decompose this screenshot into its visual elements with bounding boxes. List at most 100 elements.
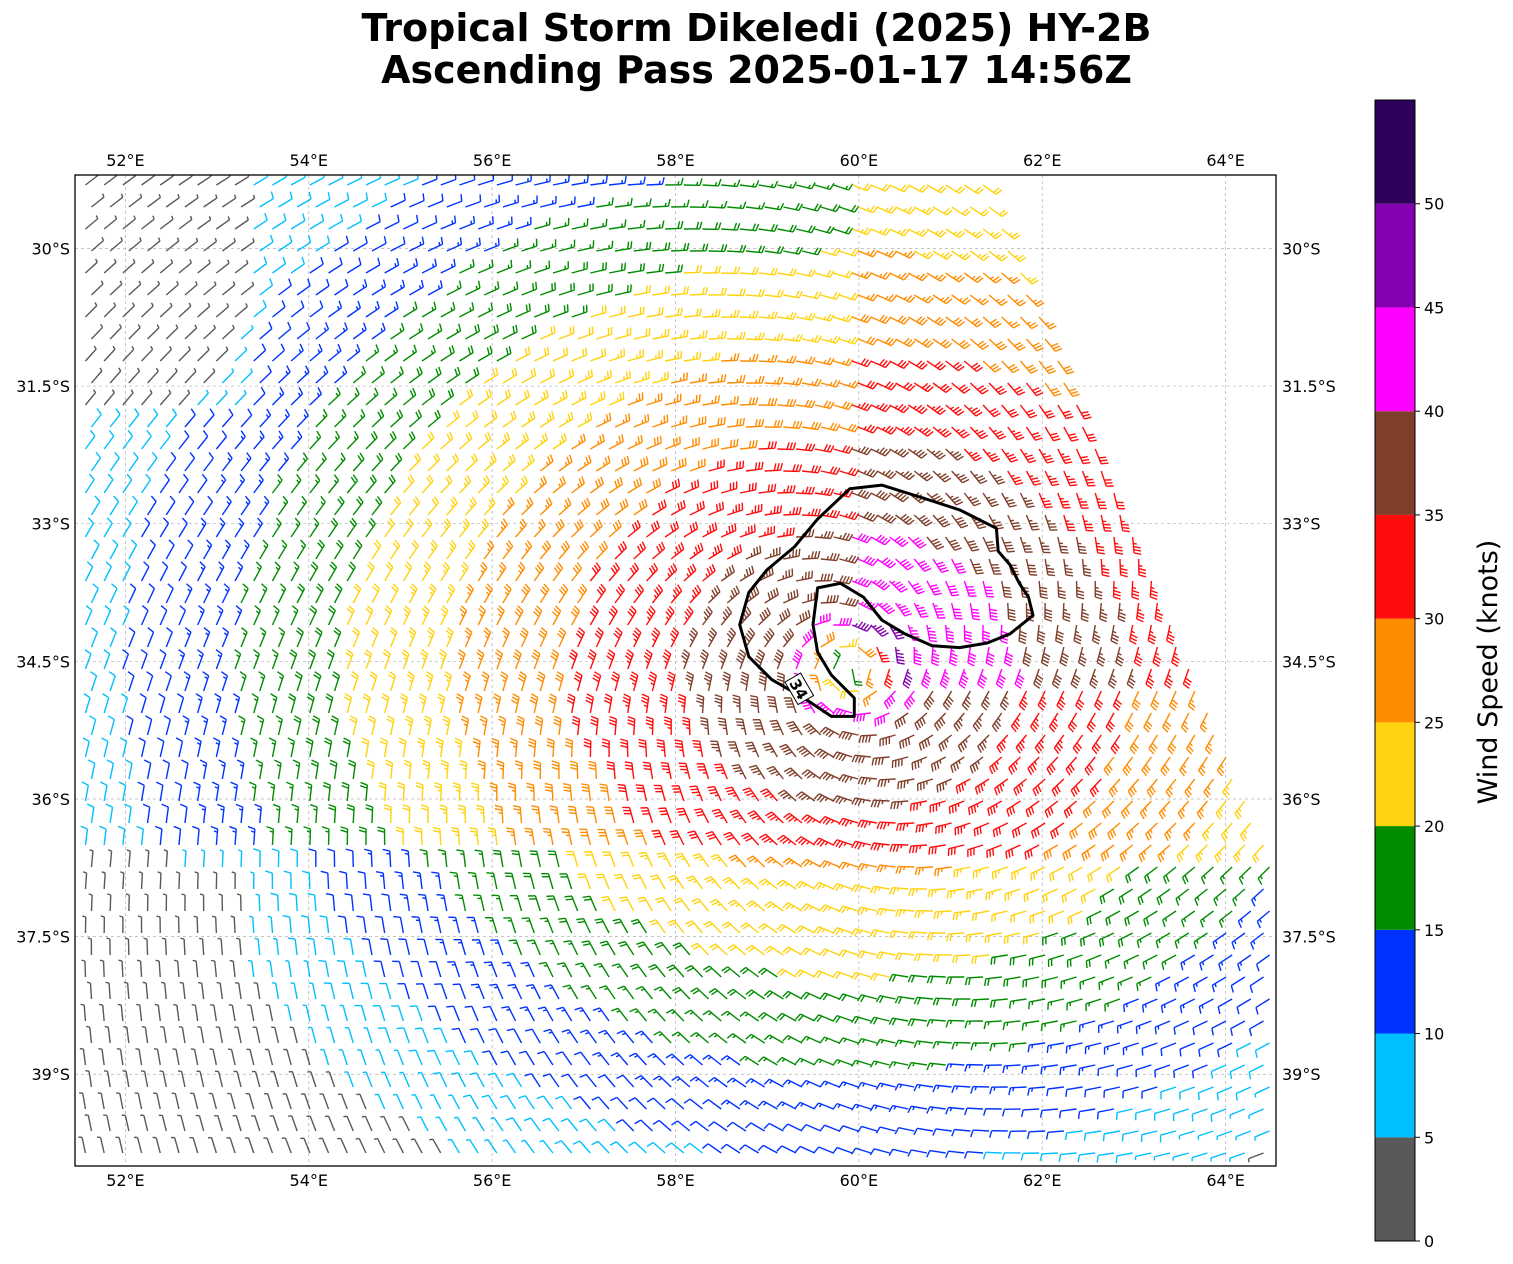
wind-barb: [240, 324, 254, 340]
wind-barb: [380, 938, 392, 956]
wind-barb: [365, 474, 377, 494]
wind-barb: [197, 517, 207, 538]
wind-barb: [1019, 404, 1038, 419]
wind-barb: [764, 587, 779, 604]
wind-barb: [608, 175, 627, 186]
wind-barb: [157, 871, 162, 890]
wind-barb: [197, 605, 205, 626]
wind-barb: [739, 353, 759, 362]
wind-barb: [101, 737, 109, 758]
wind-barb: [926, 1149, 946, 1158]
wind-barb: [141, 302, 154, 318]
wind-barb: [969, 250, 990, 261]
wind-barb: [1126, 822, 1140, 841]
wind-barb: [490, 1116, 504, 1132]
wind-barb: [313, 671, 322, 692]
wind-barb: [459, 431, 473, 450]
wind-barb: [572, 1140, 591, 1154]
wind-barb: [802, 508, 822, 517]
wind-barb: [851, 271, 873, 280]
wind-barb: [665, 307, 683, 318]
wind-barb: [918, 734, 934, 751]
wind-barb: [569, 760, 579, 780]
wind-barb: [1056, 690, 1066, 711]
wind-barb: [777, 398, 797, 408]
wind-barb: [613, 627, 623, 648]
wind-barb: [508, 939, 523, 956]
wind-barb: [951, 558, 967, 574]
wind-barb: [374, 1093, 386, 1110]
wind-barb: [1057, 536, 1069, 554]
wind-barb: [145, 849, 150, 868]
wind-barb: [1085, 954, 1102, 969]
wind-barb: [362, 1071, 373, 1088]
wind-barb: [851, 971, 872, 980]
wind-barb: [154, 1003, 161, 1022]
wind-barb: [913, 250, 934, 260]
wind-barb: [194, 871, 199, 890]
wind-barb: [857, 819, 877, 829]
wind-barb: [1010, 866, 1027, 881]
wind-barb: [118, 959, 124, 978]
wind-barb: [1046, 1086, 1064, 1097]
wind-barb: [1063, 426, 1079, 442]
wind-barb: [366, 759, 375, 780]
wind-barb: [137, 781, 145, 802]
wind-barb: [1107, 668, 1118, 689]
wind-barb: [1167, 734, 1177, 755]
wind-barb: [301, 1048, 311, 1066]
wind-barb: [523, 1117, 541, 1132]
wind-barb: [783, 697, 797, 714]
wind-barb: [1161, 954, 1177, 970]
wind-barb: [783, 377, 803, 386]
wind-barb: [945, 360, 965, 372]
wind-barb: [894, 1039, 915, 1048]
wind-barb: [1006, 800, 1021, 817]
wind-barb: [1093, 690, 1104, 711]
wind-barb: [253, 982, 261, 1000]
wind-barb: [665, 350, 683, 362]
wind-barb: [702, 309, 721, 318]
wind-barb: [109, 324, 122, 340]
wind-barb: [851, 621, 873, 632]
wind-barb: [744, 627, 756, 648]
wind-barb: [1047, 998, 1065, 1010]
wind-barb: [1091, 624, 1101, 645]
wind-barb: [1150, 690, 1160, 711]
wind-barb: [838, 1037, 859, 1045]
wind-barb: [426, 1049, 442, 1066]
wind-barb: [140, 517, 151, 538]
wind-barb: [109, 280, 123, 296]
wind-barb: [994, 778, 1009, 796]
wind-barb: [552, 217, 570, 230]
wind-barb: [615, 1119, 635, 1132]
wind-barb: [1104, 954, 1121, 969]
wind-barb: [533, 389, 549, 406]
wind-barb: [253, 343, 267, 362]
wind-barb: [1131, 536, 1142, 555]
wind-barb: [689, 785, 704, 802]
wind-barb: [411, 1093, 423, 1110]
wind-barb: [1057, 448, 1073, 464]
wind-barb: [814, 573, 834, 582]
wind-barb: [1038, 316, 1057, 330]
wind-barb: [758, 267, 779, 276]
wind-barb: [795, 924, 816, 934]
wind-barb: [309, 517, 320, 538]
wind-barb: [702, 965, 722, 978]
wind-barb: [950, 756, 965, 773]
wind-barb: [339, 870, 348, 890]
wind-barb: [894, 995, 915, 1004]
wind-barb: [1078, 1020, 1096, 1033]
wind-barb: [932, 250, 953, 260]
wind-barb: [1030, 822, 1046, 839]
wind-barb: [337, 915, 348, 934]
lat-tick-label: 34.5°S: [16, 652, 70, 671]
wind-barb: [718, 649, 728, 670]
wind-barb: [369, 671, 378, 692]
wind-barb: [248, 959, 255, 978]
wind-barb: [1021, 1020, 1040, 1031]
wind-barb: [1063, 382, 1080, 398]
wind-barb: [377, 826, 386, 846]
wind-barb: [521, 1139, 535, 1154]
